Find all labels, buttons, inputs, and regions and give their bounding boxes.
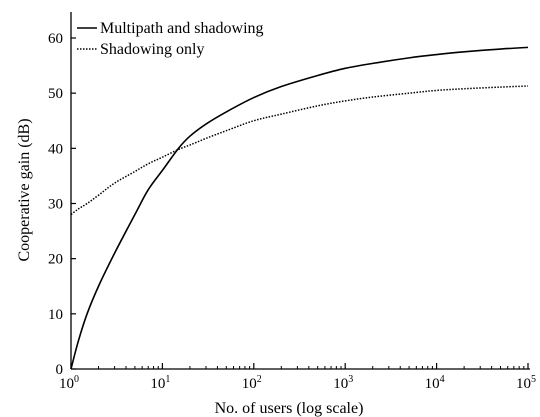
x-tick-label: 101 [150,374,170,392]
y-tick-label: 50 [48,86,63,102]
x-tick-exponent: 4 [440,374,445,385]
x-tick-label: 102 [242,374,262,392]
x-tick-label: 103 [333,374,353,392]
y-axis-title: Cooperative gain (dB) [16,118,33,261]
legend-label-multipath: Multipath and shadowing [100,20,264,37]
x-tick-base: 10 [516,376,531,392]
series-layer [70,46,529,370]
x-tick-label: 104 [425,374,445,392]
y-tick-label: 20 [48,252,63,268]
x-tick-exponent: 3 [348,374,353,385]
x-tick-label: 105 [516,374,536,392]
y-tick-label: 0 [56,362,64,378]
y-tick-label: 10 [48,307,63,323]
x-tick-exponent: 0 [74,374,79,385]
x-tick-base: 10 [242,376,257,392]
x-tick-base: 10 [59,376,74,392]
x-ticks: 100 101 102 103 104 105 [59,363,536,392]
y-ticks: 0 10 20 30 40 50 60 [48,31,76,378]
series-line-multipath-and-shadowing [70,46,529,370]
legend-label-shadowing: Shadowing only [100,41,204,58]
x-tick-exponent: 1 [165,374,170,385]
x-axis-title: No. of users (log scale) [215,400,364,417]
y-tick-label: 40 [48,141,63,157]
y-tick-label: 60 [48,31,63,47]
x-tick-base: 10 [425,376,440,392]
x-tick-exponent: 2 [257,374,262,385]
y-tick-label: 30 [48,197,63,213]
x-tick-label: 100 [59,374,79,392]
x-tick-exponent: 5 [531,374,536,385]
series-line-shadowing-only [70,85,529,216]
x-tick-base: 10 [150,376,165,392]
legend: Multipath and shadowing Shadowing only [77,20,264,58]
x-tick-base: 10 [333,376,348,392]
